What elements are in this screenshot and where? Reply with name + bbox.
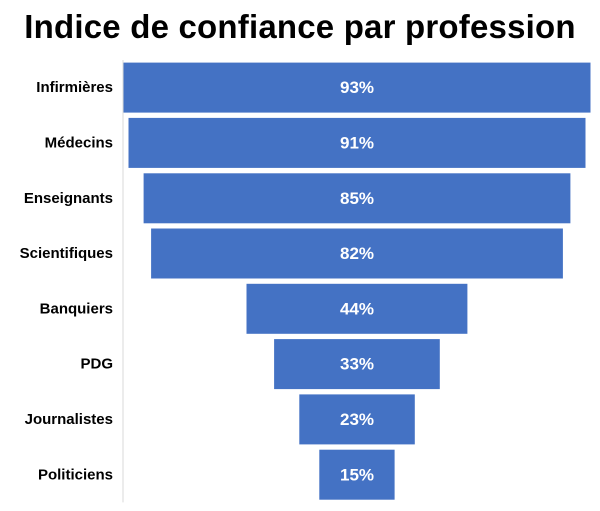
chart-title: Indice de confiance par profession <box>24 8 576 45</box>
funnel-bar-7 <box>319 449 395 500</box>
category-label-3: Scientifiques <box>20 245 113 262</box>
category-label-2: Enseignants <box>24 190 113 207</box>
funnel-bar-5 <box>274 339 440 390</box>
funnel-bar-3 <box>151 228 563 279</box>
data-label-2: 85% <box>340 189 374 208</box>
funnel-bar-6 <box>299 394 415 445</box>
data-label-6: 23% <box>340 410 374 429</box>
data-label-0: 93% <box>340 78 374 97</box>
data-label-7: 15% <box>340 465 374 484</box>
data-label-5: 33% <box>340 355 374 374</box>
funnel-bar-0 <box>123 62 591 113</box>
funnel-bar-4 <box>246 283 468 334</box>
category-label-7: Politiciens <box>38 466 113 483</box>
data-label-1: 91% <box>340 133 374 152</box>
category-label-6: Journalistes <box>25 411 113 428</box>
data-label-3: 82% <box>340 244 374 263</box>
data-label-4: 44% <box>340 299 374 318</box>
category-label-4: Banquiers <box>40 300 113 317</box>
category-label-5: PDG <box>80 356 113 373</box>
category-label-0: Infirmières <box>36 79 113 96</box>
funnel-bar-2 <box>143 173 571 224</box>
category-label-1: Médecins <box>45 134 113 151</box>
funnel-bar-1 <box>128 117 586 168</box>
